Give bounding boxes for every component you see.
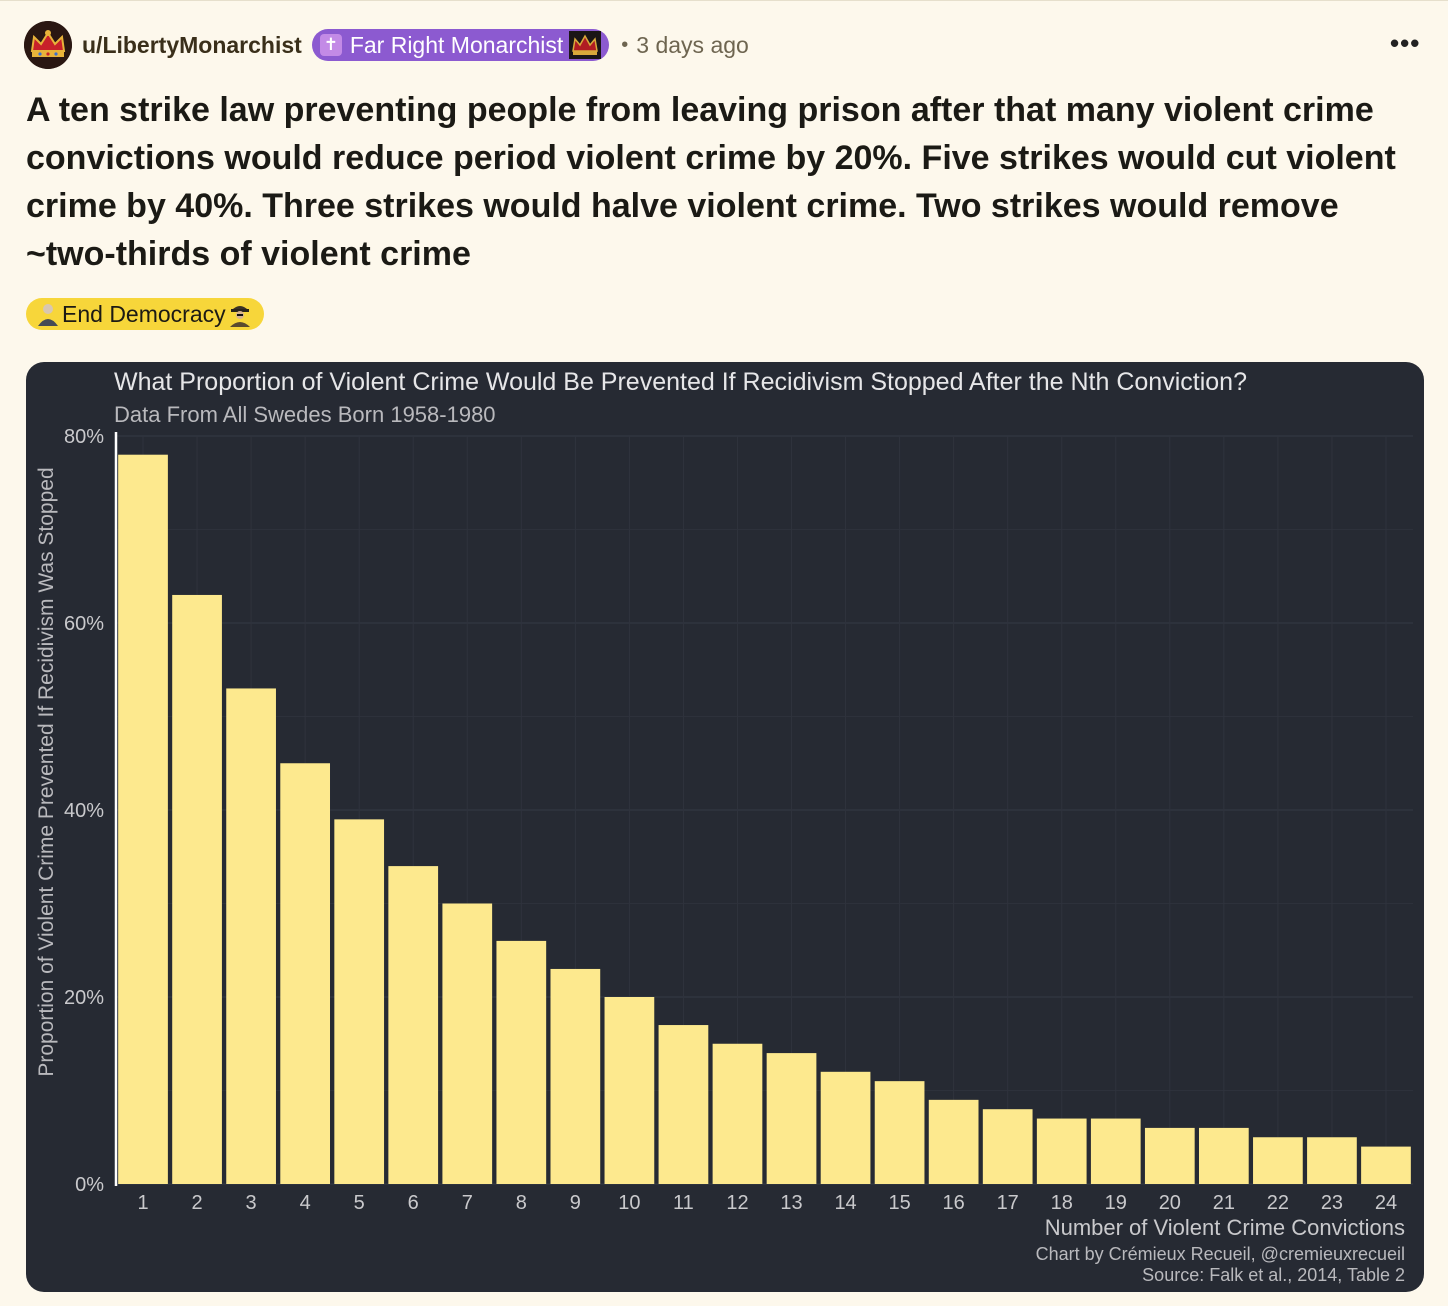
separator-dot: • [621,33,629,56]
user-avatar[interactable] [24,21,72,69]
bar-18 [1036,1118,1087,1184]
bar-8 [496,940,547,1184]
bar-5 [334,819,385,1184]
bar-17 [982,1109,1033,1184]
x-tick-label: 15 [888,1192,910,1214]
x-tick-label: 6 [408,1192,419,1214]
y-tick-label: 20% [64,987,104,1009]
user-flair: ✝ Far Right Monarchist [311,29,610,61]
bar-24 [1361,1146,1411,1184]
x-tick-label: 4 [300,1192,311,1214]
post-title[interactable]: A ten strike law preventing people from … [26,91,1396,273]
x-tick-label: 5 [354,1192,365,1214]
post-flair-label: End Democracy [62,300,226,327]
bar-13 [766,1053,817,1184]
bar-19 [1090,1118,1141,1184]
top-divider [0,0,1448,5]
bar-12 [712,1043,763,1184]
x-tick-label: 3 [246,1192,257,1214]
x-tick-label: 7 [462,1192,473,1214]
officer-flair-icon [229,306,250,327]
x-tick-label: 12 [726,1192,748,1214]
x-tick-label: 21 [1213,1192,1235,1214]
x-tick-label: 14 [834,1192,856,1214]
x-tick-label: 23 [1321,1192,1343,1214]
bar-2 [172,594,222,1184]
bar-23 [1307,1137,1357,1184]
chart-credit: Chart by Crémieux Recueil, @cremieuxrecu… [1036,1244,1405,1264]
x-tick-label: 11 [673,1192,694,1214]
bar-20 [1144,1127,1195,1184]
bar-16 [928,1099,979,1184]
bar-10 [604,997,655,1184]
bar-4 [280,763,331,1184]
y-axis-label: Proportion of Violent Crime Prevented If… [35,467,58,1076]
post-header: u/LibertyMonarchist ✝ Far Right Monarchi… [24,20,749,70]
bar-3 [226,688,276,1184]
x-tick-label: 19 [1105,1192,1127,1214]
post-flair[interactable]: End Democracy [26,298,264,330]
y-tick-label: 60% [64,613,104,635]
bar-22 [1253,1137,1303,1184]
x-tick-label: 17 [997,1192,1019,1214]
x-tick-label: 8 [516,1192,527,1214]
bar-14 [820,1071,871,1184]
more-options-button[interactable]: ••• [1390,28,1421,58]
x-tick-label: 20 [1159,1192,1181,1214]
chart-source: Source: Falk et al., 2014, Table 2 [1142,1265,1405,1285]
x-tick-label: 24 [1375,1192,1397,1214]
person-flair-icon [38,304,58,326]
cross-icon: ✝ [319,34,342,56]
x-tick-label: 16 [943,1192,965,1214]
crown-avatar-icon [24,21,72,69]
chart-image[interactable]: 1 2 3 4 5 6 7 8 9 10 11 12 13 14 15 16 17 18 19 20 21 22 23 24 0… [26,362,1424,1292]
bar-1 [118,454,168,1184]
x-axis-label: Number of Violent Crime Convictions [1045,1215,1405,1240]
crown-flair-icon [569,31,602,59]
user-flair-label: Far Right Monarchist [349,31,564,58]
x-tick-label: 9 [570,1192,581,1214]
x-tick-label: 13 [780,1192,802,1214]
bar-6 [388,866,439,1184]
x-tick-label: 2 [192,1192,203,1214]
bar-7 [442,903,493,1184]
chart-title: What Proportion of Violent Crime Would B… [114,368,1247,396]
post-timestamp: 3 days ago [636,31,749,58]
bar-11 [658,1025,709,1184]
x-tick-label: 10 [618,1192,640,1214]
x-tick-label: 22 [1267,1192,1289,1214]
bar-15 [874,1081,925,1184]
y-tick-label: 40% [64,800,104,822]
username-link[interactable]: u/LibertyMonarchist [82,31,302,58]
x-tick-label: 18 [1051,1192,1073,1214]
y-tick-label: 80% [64,426,104,448]
chart-subtitle: Data From All Swedes Born 1958-1980 [114,402,496,427]
bar-9 [550,968,601,1184]
bar-chart: 1 2 3 4 5 6 7 8 9 10 11 12 13 14 15 16 17 18 19 20 21 22 23 240… [35,368,1413,1285]
bar-21 [1198,1127,1249,1184]
y-tick-label: 0% [75,1174,104,1196]
x-tick-label: 1 [137,1192,148,1214]
